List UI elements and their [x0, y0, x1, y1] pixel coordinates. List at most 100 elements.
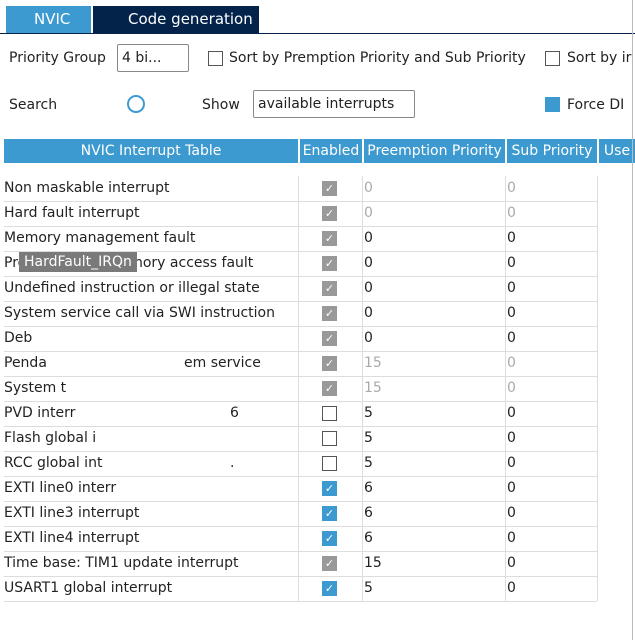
tab[interactable]: Code generation [93, 6, 259, 33]
scrollbar-edge [632, 0, 633, 640]
checkbox[interactable] [322, 456, 337, 471]
table-row[interactable] [4, 401, 597, 427]
column-header: NVIC Interrupt Table [4, 139, 298, 163]
cell-sub: 0 [507, 305, 516, 321]
table-row[interactable] [4, 301, 597, 327]
label: Force DI [567, 97, 625, 113]
cell-name-fragment: 6 [230, 405, 239, 421]
cell-name: Time base: TIM1 update interrupt [4, 555, 239, 571]
checkbox: ✓ [322, 306, 337, 321]
column-header: Sub Priority [507, 139, 597, 163]
cell-sub: 0 [507, 330, 516, 346]
checkbox: ✓ [322, 256, 337, 271]
cell-preemption: 0 [364, 330, 373, 346]
checkbox: ✓ [322, 356, 337, 371]
cell-name: Undefined instruction or illegal state [4, 280, 260, 296]
table-row[interactable] [4, 251, 597, 277]
table-row[interactable] [4, 226, 597, 252]
cell-preemption: 5 [364, 405, 373, 421]
cell-sub: 0 [507, 580, 516, 596]
cell-preemption: 5 [364, 430, 373, 446]
checkbox: ✓ [322, 281, 337, 296]
column-border [298, 176, 299, 601]
tab[interactable]: NVIC [6, 6, 91, 33]
dropdown[interactable]: 4 bi... [117, 44, 189, 72]
dropdown[interactable]: available interrupts [253, 90, 415, 118]
cell-name: EXTI line3 interrupt [4, 505, 140, 521]
table-row[interactable] [4, 551, 597, 577]
cell-preemption: 6 [364, 480, 373, 496]
column-header: Preemption Priority [364, 139, 505, 163]
table-row[interactable] [4, 201, 597, 227]
cell-preemption: 0 [364, 180, 373, 196]
checkbox[interactable]: ✓ [322, 481, 337, 496]
checkbox[interactable] [545, 51, 560, 66]
checkbox: ✓ [322, 556, 337, 571]
checkbox: ✓ [322, 381, 337, 396]
checkbox[interactable] [545, 97, 560, 112]
table-row[interactable] [4, 476, 597, 502]
cell-name: EXTI line0 interr [4, 480, 117, 496]
label: Show [202, 97, 240, 113]
cell-sub: 0 [507, 430, 516, 446]
cell-sub: 0 [507, 505, 516, 521]
checkbox[interactable]: ✓ [322, 581, 337, 596]
cell-sub: 0 [507, 405, 516, 421]
checkbox[interactable]: ✓ [322, 506, 337, 521]
table-row[interactable] [4, 176, 597, 202]
label: Priority Group [9, 50, 106, 66]
cell-name: USART1 global interrupt [4, 580, 173, 596]
cell-sub: 0 [507, 530, 516, 546]
label: Search [9, 97, 58, 113]
table-row[interactable] [4, 451, 597, 477]
checkbox[interactable]: ✓ [322, 531, 337, 546]
checkbox[interactable] [322, 406, 337, 421]
cell-sub: 0 [507, 230, 516, 246]
cell-preemption: 15 [364, 380, 382, 396]
cell-preemption: 6 [364, 530, 373, 546]
divider [0, 33, 635, 34]
cell-preemption: 0 [364, 305, 373, 321]
cell-name: System service call via SWI instruction [4, 305, 275, 321]
table-row[interactable] [4, 276, 597, 302]
cell-preemption: 0 [364, 280, 373, 296]
cell-sub: 0 [507, 555, 516, 571]
cell-preemption: 5 [364, 580, 373, 596]
cell-sub: 0 [507, 205, 516, 221]
label: Sort by Premption Priority and Sub Prior… [229, 50, 526, 66]
cell-preemption: 0 [364, 205, 373, 221]
cell-preemption: 15 [364, 555, 382, 571]
cell-preemption: 0 [364, 255, 373, 271]
cell-sub: 0 [507, 280, 516, 296]
cell-sub: 0 [507, 455, 516, 471]
column-border [505, 176, 506, 601]
table-row[interactable] [4, 526, 597, 552]
cell-name-fragment: em service [184, 355, 261, 371]
cell-sub: 0 [507, 180, 516, 196]
table-row[interactable] [4, 576, 597, 602]
cell-name: PVD interr [4, 405, 76, 421]
checkbox: ✓ [322, 331, 337, 346]
search-icon[interactable] [127, 95, 145, 113]
cell-name: Non maskable interrupt [4, 180, 170, 196]
cell-name: RCC global int [4, 455, 103, 471]
checkbox[interactable] [322, 431, 337, 446]
table-row[interactable] [4, 326, 597, 352]
cell-name: Penda [4, 355, 47, 371]
cell-name: Memory management fault [4, 230, 196, 246]
table-row[interactable] [4, 376, 597, 402]
table-row[interactable] [4, 501, 597, 527]
checkbox[interactable] [208, 51, 223, 66]
cell-name: Flash global i [4, 430, 97, 446]
cell-name: Deb [4, 330, 33, 346]
table-row[interactable] [4, 351, 597, 377]
cell-name: Hard fault interrupt [4, 205, 140, 221]
label: Sort by ir [567, 50, 632, 66]
tooltip: HardFault_IRQn [19, 252, 137, 272]
table-row[interactable] [4, 426, 597, 452]
column-border [597, 176, 598, 601]
cell-name-fragment: . [230, 455, 235, 471]
checkbox: ✓ [322, 181, 337, 196]
cell-preemption: 15 [364, 355, 382, 371]
